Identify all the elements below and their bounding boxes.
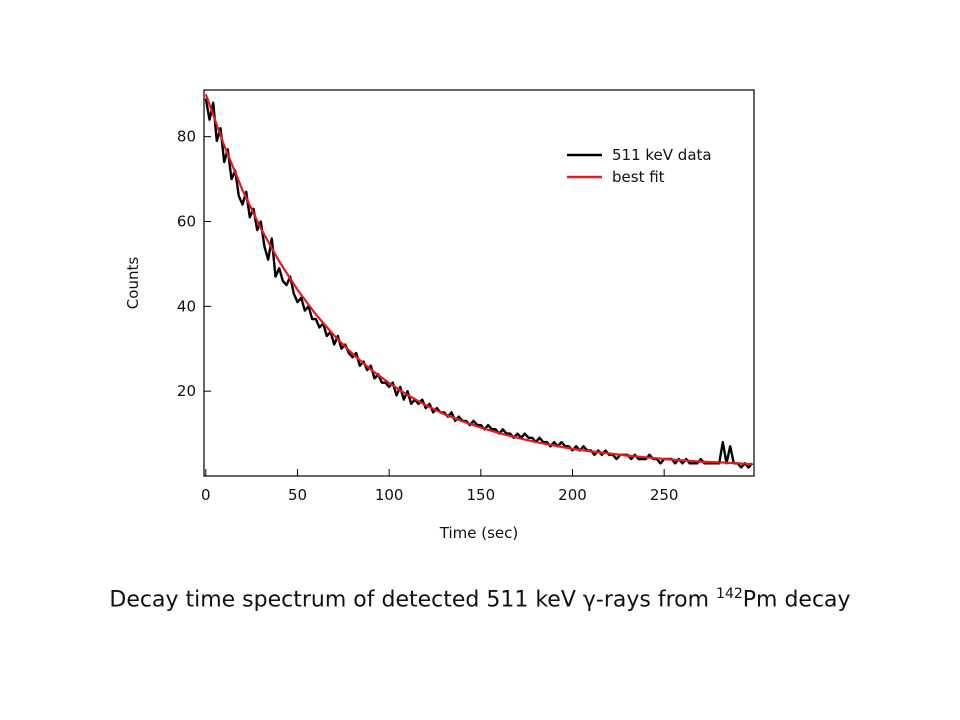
x-axis-title: Time (sec) [439, 524, 518, 542]
figure-caption: Decay time spectrum of detected 511 keV … [0, 586, 960, 612]
plot-frame [203, 89, 755, 477]
y-axis-title: Counts [124, 257, 142, 310]
series-group [204, 93, 754, 469]
series-line-fit [204, 93, 753, 466]
caption-suffix: Pm decay [742, 587, 851, 613]
legend-label-data: 511 keV data [612, 146, 712, 164]
y-tick-label: 40 [177, 297, 196, 315]
legend: 511 keV data best fit [567, 146, 712, 186]
x-tick-label: 100 [375, 486, 404, 504]
x-tick-label: 0 [201, 486, 211, 504]
caption-superscript: 142 [716, 586, 743, 602]
y-tick-label: 60 [177, 212, 196, 230]
x-tick-label: 50 [288, 486, 307, 504]
series-line-data [204, 98, 754, 469]
x-tick-label: 150 [467, 486, 496, 504]
y-tick-label: 20 [177, 382, 196, 400]
axis-ticks: 0 50 100 150 200 250 20 40 60 80 [177, 128, 679, 504]
x-tick-label: 200 [558, 486, 587, 504]
legend-label-fit: best fit [612, 168, 665, 186]
x-tick-label: 250 [650, 486, 679, 504]
y-tick-label: 80 [177, 128, 196, 146]
caption-prefix: Decay time spectrum of detected 511 keV … [109, 587, 717, 613]
